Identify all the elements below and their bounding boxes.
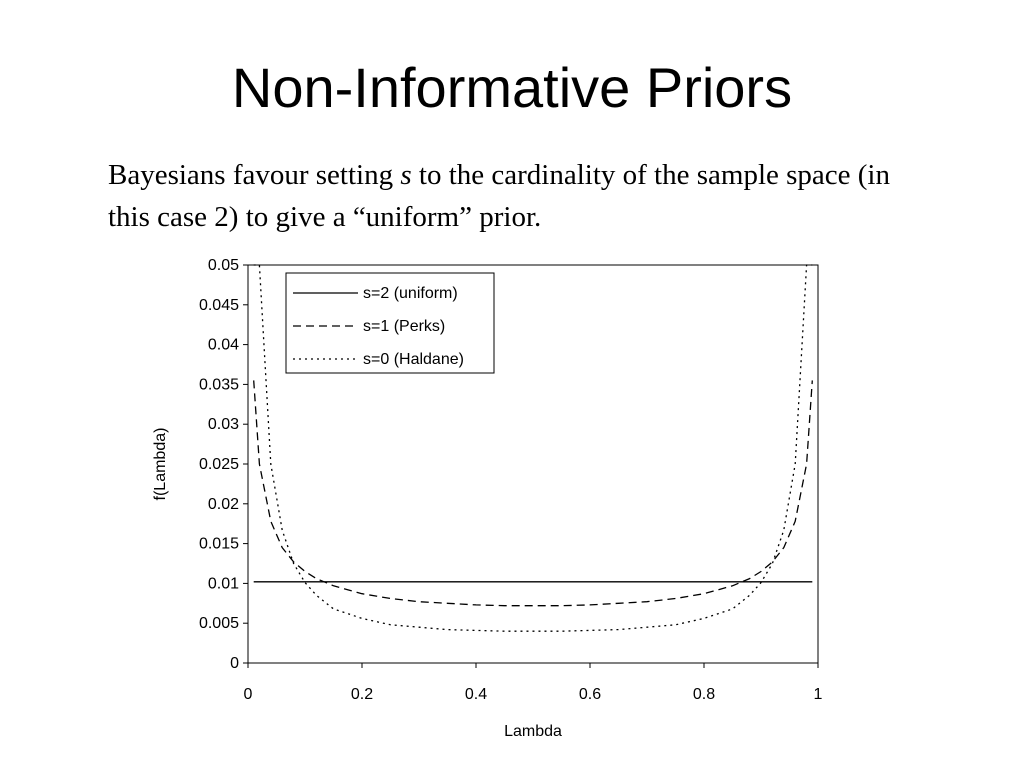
x-tick-label: 1	[814, 686, 823, 703]
body-text: Bayesians favour setting s to the cardin…	[108, 154, 928, 238]
legend-label-perks: s=1 (Perks)	[363, 318, 445, 335]
x-tick-label: 0.8	[693, 686, 715, 703]
y-tick-label: 0.005	[199, 615, 239, 632]
series-line-haldane	[253, 264, 813, 632]
x-tick-label: 0.4	[465, 686, 487, 703]
y-tick-label: 0.015	[199, 536, 239, 553]
y-tick-label: 0.02	[208, 496, 239, 513]
slide-title: Non-Informative Priors	[231, 56, 793, 119]
body-text-start: Bayesians favour setting	[108, 159, 401, 191]
body-text-end: to the cardinality of the sample space (…	[108, 159, 890, 233]
y-tick-label: 0.035	[199, 376, 239, 393]
y-tick-label: 0.01	[208, 575, 239, 592]
series-layer	[253, 264, 813, 632]
variable-s: s	[400, 159, 412, 191]
x-tick-label: 0.6	[579, 686, 601, 703]
series-line-perks	[253, 380, 813, 607]
x-tick-label: 0.2	[351, 686, 373, 703]
legend-label-uniform: s=2 (uniform)	[363, 285, 458, 302]
legend-label-haldane: s=0 (Haldane)	[363, 351, 464, 368]
y-tick-label: 0.05	[208, 257, 239, 274]
y-tick-label: 0	[230, 655, 239, 672]
y-tick-label: 0.04	[208, 337, 239, 354]
x-axis: 0 0.2 0.4 0.6 0.8 1	[244, 663, 823, 703]
y-axis: 0 0.005 0.01 0.015 0.02 0.025 0.03 0.035 0.04 0.0…	[199, 257, 248, 672]
x-tick-label: 0	[244, 686, 253, 703]
legend: s=2 (uniform) s=1 (Perks) s=0 (Haldane)	[285, 272, 495, 374]
x-axis-label: Lambda	[504, 723, 562, 740]
legend-box	[285, 272, 495, 374]
y-tick-label: 0.03	[208, 416, 239, 433]
y-tick-label: 0.025	[199, 456, 239, 473]
y-axis-label: f(Lambda)	[152, 428, 169, 501]
y-tick-label: 0.045	[199, 297, 239, 314]
